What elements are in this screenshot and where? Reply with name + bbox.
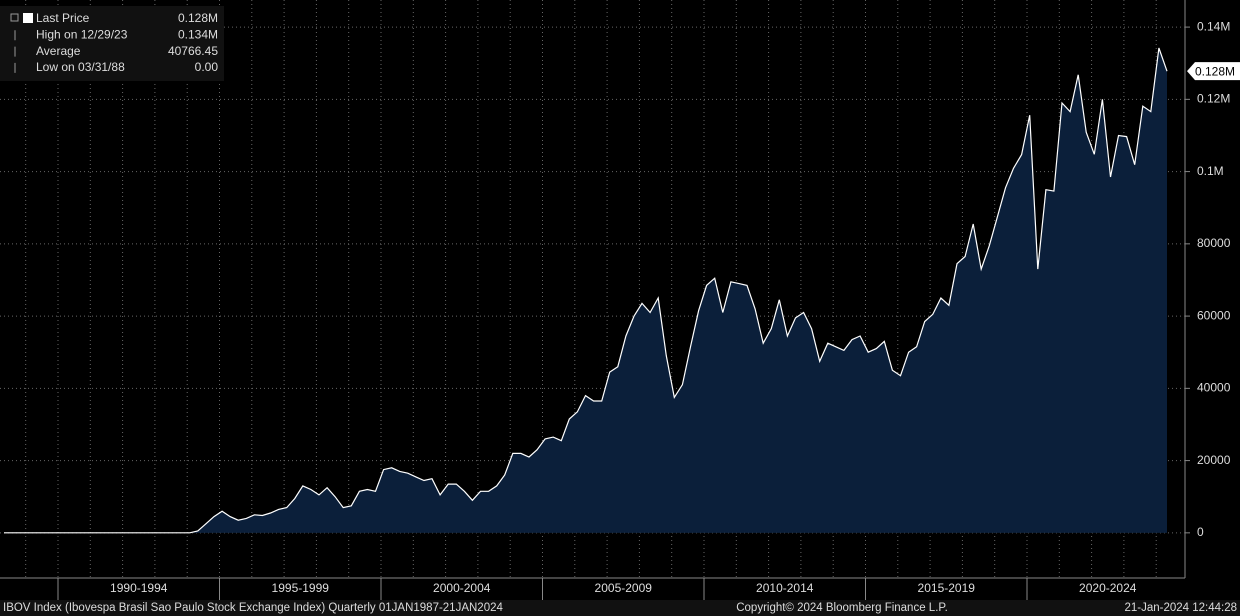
- y-tick-label: 20000: [1197, 453, 1231, 467]
- legend-label: Average: [36, 44, 81, 58]
- y-tick-label: 60000: [1197, 308, 1231, 322]
- x-tick-label: 2005-2009: [595, 581, 653, 595]
- legend-value: 40766.45: [168, 44, 218, 58]
- area: [4, 48, 1167, 533]
- y-tick-label: 40000: [1197, 381, 1231, 395]
- last-value-label: 0.128M: [1195, 64, 1235, 78]
- y-tick-label: 0: [1197, 525, 1204, 539]
- legend-toggle: [10, 13, 19, 22]
- x-tick-label: 2020-2024: [1079, 581, 1137, 595]
- x-tick-label: 2010-2014: [756, 581, 814, 595]
- legend-value: 0.00: [195, 60, 219, 74]
- legend-value: 0.134M: [178, 27, 218, 41]
- line: [4, 47, 1168, 534]
- x-tick-label: 1990-1994: [110, 581, 168, 595]
- y-tick-label: 80000: [1197, 236, 1231, 250]
- x-tick-label: 1995-1999: [272, 581, 330, 595]
- legend-swatch: [23, 13, 33, 23]
- footer-bar: [0, 600, 1240, 616]
- footer-right: 21-Jan-2024 12:44:28: [1124, 602, 1237, 614]
- legend-label: Last Price: [36, 11, 90, 25]
- legend-label: High on 12/29/23: [36, 27, 128, 41]
- y-tick-label: 0.1M: [1197, 164, 1224, 178]
- y-tick-label: 0.14M: [1197, 19, 1230, 33]
- legend-value: 0.128M: [178, 11, 218, 25]
- last-marker: [1187, 62, 1240, 81]
- legend-label: Low on 03/31/88: [36, 60, 125, 74]
- x-tick-label: 2015-2019: [918, 581, 976, 595]
- footer-left: IBOV Index (Ibovespa Brasil Sao Paulo St…: [3, 602, 503, 614]
- x-tick-label: 2000-2004: [433, 581, 491, 595]
- legend: Last Price 0.128M High on 12/29/23 0.134M Av…: [0, 6, 224, 81]
- y-tick-label: 0.12M: [1197, 92, 1230, 106]
- legend-box: [0, 6, 224, 81]
- footer-center: Copyright© 2024 Bloomberg Finance L.P.: [736, 602, 948, 614]
